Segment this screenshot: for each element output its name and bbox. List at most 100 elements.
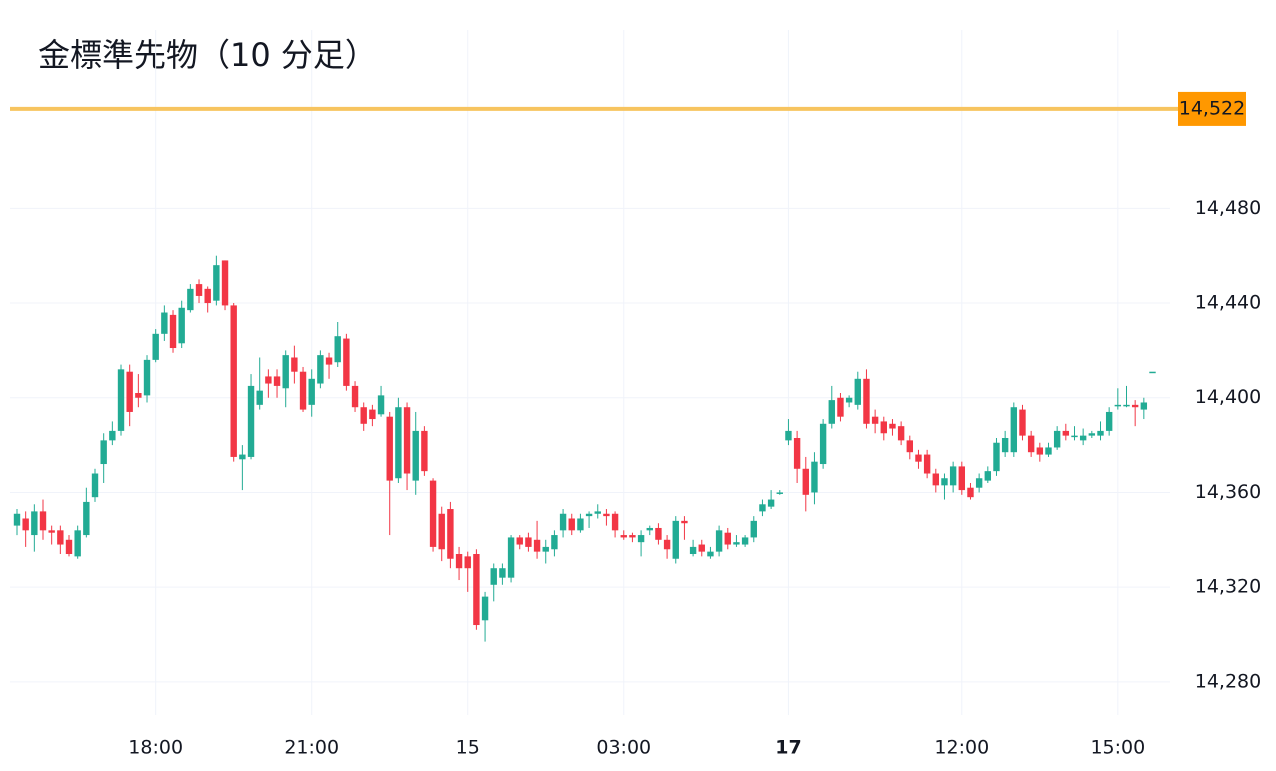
candle-body	[941, 478, 948, 486]
candle-body	[1036, 447, 1044, 455]
candle-body	[447, 509, 454, 559]
candle-body	[65, 539, 73, 555]
candle-body	[1045, 447, 1052, 455]
candle-body	[681, 520, 688, 524]
candle-body	[906, 440, 913, 453]
candle-body	[377, 395, 385, 415]
y-tick-label: 14,480	[1195, 197, 1261, 219]
x-tick-label: 17	[775, 737, 801, 759]
candle-body	[360, 407, 367, 424]
candle-body	[915, 454, 922, 462]
candle-body	[1131, 404, 1139, 408]
candle-body	[698, 544, 705, 552]
candle-body	[663, 539, 671, 550]
candle-body	[880, 421, 887, 434]
candle-body	[958, 466, 966, 491]
candle-body	[603, 513, 610, 517]
candle-body	[1149, 371, 1156, 374]
candle-body	[499, 568, 506, 578]
candle-body	[594, 511, 601, 514]
candle-body	[733, 542, 740, 545]
candle-body	[213, 265, 220, 301]
candle-body	[802, 468, 809, 495]
candle-body	[551, 535, 558, 550]
candle-body	[542, 546, 549, 552]
candle-body	[724, 532, 731, 545]
candle-body	[715, 530, 723, 552]
candle-body	[135, 393, 142, 398]
candle-body	[13, 513, 21, 526]
candle-body	[854, 378, 861, 405]
candle-body	[741, 537, 749, 545]
candle-body	[672, 520, 679, 559]
candle-body	[629, 535, 636, 538]
candle-body	[308, 378, 315, 405]
candle-body	[334, 336, 341, 363]
candle-body	[559, 513, 567, 531]
price-label: 14,522	[1179, 97, 1245, 119]
candle-body	[169, 314, 177, 349]
candle-body	[239, 454, 246, 460]
candle-body	[83, 501, 90, 536]
candle-body	[161, 312, 168, 334]
y-tick-label: 14,440	[1195, 292, 1261, 314]
candle-body	[707, 551, 714, 557]
candle-body	[178, 307, 185, 344]
candle-body	[369, 409, 376, 420]
candle-body	[221, 260, 229, 306]
candle-body	[577, 518, 584, 531]
x-tick-label: 12:00	[934, 737, 989, 759]
candle-body	[984, 471, 992, 481]
candle-body	[386, 416, 393, 481]
candle-body	[967, 487, 974, 498]
candle-body	[819, 423, 827, 465]
candle-body	[637, 535, 645, 543]
candle-body	[74, 530, 81, 557]
candle-body	[230, 305, 237, 457]
candle-body	[1079, 435, 1087, 441]
candle-body	[31, 511, 38, 536]
candle-body	[464, 556, 471, 569]
candle-body	[412, 430, 419, 481]
candle-body	[455, 554, 463, 569]
x-tick-label: 18:00	[128, 737, 183, 759]
candle-body	[273, 376, 281, 386]
candle-body	[828, 400, 835, 424]
candle-body	[187, 288, 194, 311]
x-tick-label: 15	[456, 737, 480, 759]
candle-body	[395, 407, 402, 479]
candle-body	[516, 537, 523, 545]
candle-body	[1088, 433, 1096, 436]
candle-body	[932, 473, 940, 486]
candle-body	[750, 520, 757, 538]
candle-body	[403, 407, 411, 474]
candle-body	[438, 513, 445, 550]
candle-body	[1114, 404, 1122, 407]
x-tick-label: 15:00	[1090, 737, 1145, 759]
candle-body	[767, 499, 775, 507]
candle-body	[793, 437, 801, 469]
candle-body	[1097, 430, 1104, 436]
candle-body	[57, 530, 64, 545]
candle-body	[1001, 437, 1009, 453]
candle-body	[351, 385, 359, 408]
x-tick-label: 03:00	[596, 737, 651, 759]
y-tick-label: 14,320	[1195, 576, 1261, 598]
candle-body	[759, 504, 766, 512]
candle-body	[421, 430, 428, 472]
candle-body	[117, 369, 125, 431]
candle-body	[247, 385, 255, 457]
candle-body	[22, 518, 29, 531]
y-tick-label: 14,280	[1195, 670, 1261, 692]
candle-body	[490, 568, 497, 585]
candle-body	[993, 442, 1000, 472]
candle-body	[785, 430, 792, 441]
candle-body	[1071, 435, 1078, 438]
candle-body	[109, 430, 116, 441]
candle-body	[611, 513, 619, 531]
candle-body	[897, 426, 905, 441]
candle-body	[568, 518, 575, 531]
candle-body	[100, 440, 107, 465]
candle-body	[837, 397, 844, 417]
candle-body	[975, 478, 983, 488]
